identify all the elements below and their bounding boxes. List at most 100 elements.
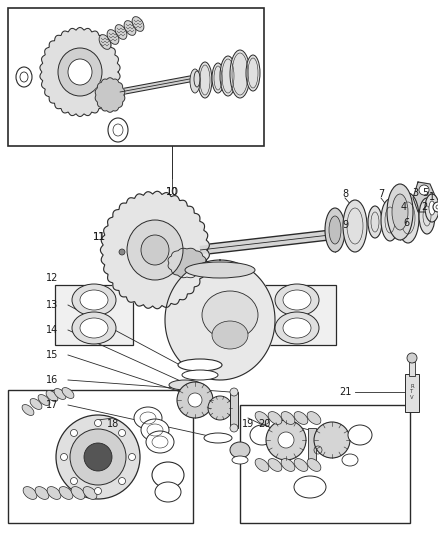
Text: 10: 10 [166, 187, 178, 197]
Text: 9: 9 [341, 220, 347, 230]
Circle shape [435, 205, 438, 209]
Text: 17: 17 [46, 400, 58, 410]
Text: 21: 21 [338, 387, 350, 397]
Ellipse shape [35, 487, 49, 499]
Text: 15: 15 [46, 350, 58, 360]
Ellipse shape [152, 462, 184, 488]
Text: 11: 11 [93, 232, 105, 242]
Circle shape [94, 488, 101, 495]
Circle shape [118, 478, 125, 484]
Polygon shape [412, 182, 435, 212]
Ellipse shape [115, 25, 127, 39]
Ellipse shape [418, 198, 434, 234]
Ellipse shape [124, 21, 136, 35]
Ellipse shape [177, 359, 222, 371]
Ellipse shape [268, 411, 281, 424]
Ellipse shape [23, 487, 37, 499]
Text: 16: 16 [46, 375, 58, 385]
Ellipse shape [245, 55, 259, 91]
Ellipse shape [198, 62, 212, 98]
Circle shape [432, 202, 438, 212]
Ellipse shape [134, 407, 162, 429]
Bar [55, 285, 133, 345]
Ellipse shape [324, 208, 344, 252]
Ellipse shape [396, 193, 418, 243]
Ellipse shape [367, 206, 381, 238]
Ellipse shape [219, 56, 236, 96]
Circle shape [70, 478, 77, 484]
Ellipse shape [391, 194, 407, 230]
Text: 20: 20 [257, 419, 269, 429]
Ellipse shape [30, 399, 42, 409]
Ellipse shape [83, 487, 97, 499]
Circle shape [56, 415, 140, 499]
Polygon shape [95, 78, 124, 112]
Ellipse shape [274, 312, 318, 344]
Ellipse shape [62, 387, 74, 399]
Ellipse shape [47, 487, 61, 499]
Bar [258, 285, 335, 345]
Ellipse shape [80, 318, 108, 338]
Bar [404, 374, 418, 412]
Ellipse shape [249, 425, 273, 445]
Ellipse shape [190, 69, 200, 93]
Circle shape [277, 432, 293, 448]
Circle shape [118, 430, 125, 437]
Ellipse shape [20, 72, 28, 82]
Ellipse shape [80, 290, 108, 310]
Text: 13: 13 [46, 300, 58, 310]
Text: 11: 11 [92, 232, 106, 242]
Circle shape [406, 353, 416, 363]
Ellipse shape [71, 487, 85, 499]
Circle shape [418, 185, 428, 195]
Ellipse shape [99, 35, 111, 50]
Ellipse shape [46, 391, 58, 401]
Ellipse shape [22, 405, 34, 415]
Circle shape [187, 393, 201, 407]
Ellipse shape [254, 411, 268, 424]
Ellipse shape [169, 380, 201, 390]
Circle shape [313, 422, 349, 458]
Ellipse shape [194, 71, 200, 87]
Polygon shape [168, 248, 205, 278]
Ellipse shape [424, 194, 438, 222]
Ellipse shape [230, 388, 237, 396]
Ellipse shape [380, 199, 398, 241]
Ellipse shape [201, 291, 258, 339]
Ellipse shape [283, 290, 310, 310]
Ellipse shape [204, 433, 231, 443]
Circle shape [128, 454, 135, 461]
Ellipse shape [107, 30, 119, 44]
Text: 8: 8 [341, 189, 347, 199]
Text: 14: 14 [46, 325, 58, 335]
Ellipse shape [212, 63, 223, 93]
Ellipse shape [38, 394, 50, 406]
Ellipse shape [132, 17, 144, 31]
Text: 19: 19 [241, 419, 254, 429]
Ellipse shape [16, 67, 32, 87]
Ellipse shape [68, 59, 92, 85]
Text: 5: 5 [421, 188, 427, 198]
Circle shape [94, 419, 101, 426]
Text: 10: 10 [165, 187, 178, 197]
Bar [307, 428, 315, 460]
Ellipse shape [328, 216, 340, 244]
Ellipse shape [72, 312, 116, 344]
Ellipse shape [283, 318, 310, 338]
Ellipse shape [113, 124, 123, 136]
Ellipse shape [141, 419, 169, 441]
Ellipse shape [230, 424, 237, 432]
Ellipse shape [293, 458, 307, 471]
Text: 12: 12 [46, 273, 58, 283]
Ellipse shape [342, 200, 366, 252]
Ellipse shape [347, 425, 371, 445]
Ellipse shape [54, 389, 66, 399]
Ellipse shape [146, 431, 173, 453]
Ellipse shape [280, 458, 294, 471]
Ellipse shape [274, 284, 318, 316]
Ellipse shape [58, 48, 102, 96]
Text: 4: 4 [400, 202, 406, 212]
Ellipse shape [268, 458, 281, 471]
Polygon shape [165, 260, 274, 380]
Bar [8, 8, 263, 146]
